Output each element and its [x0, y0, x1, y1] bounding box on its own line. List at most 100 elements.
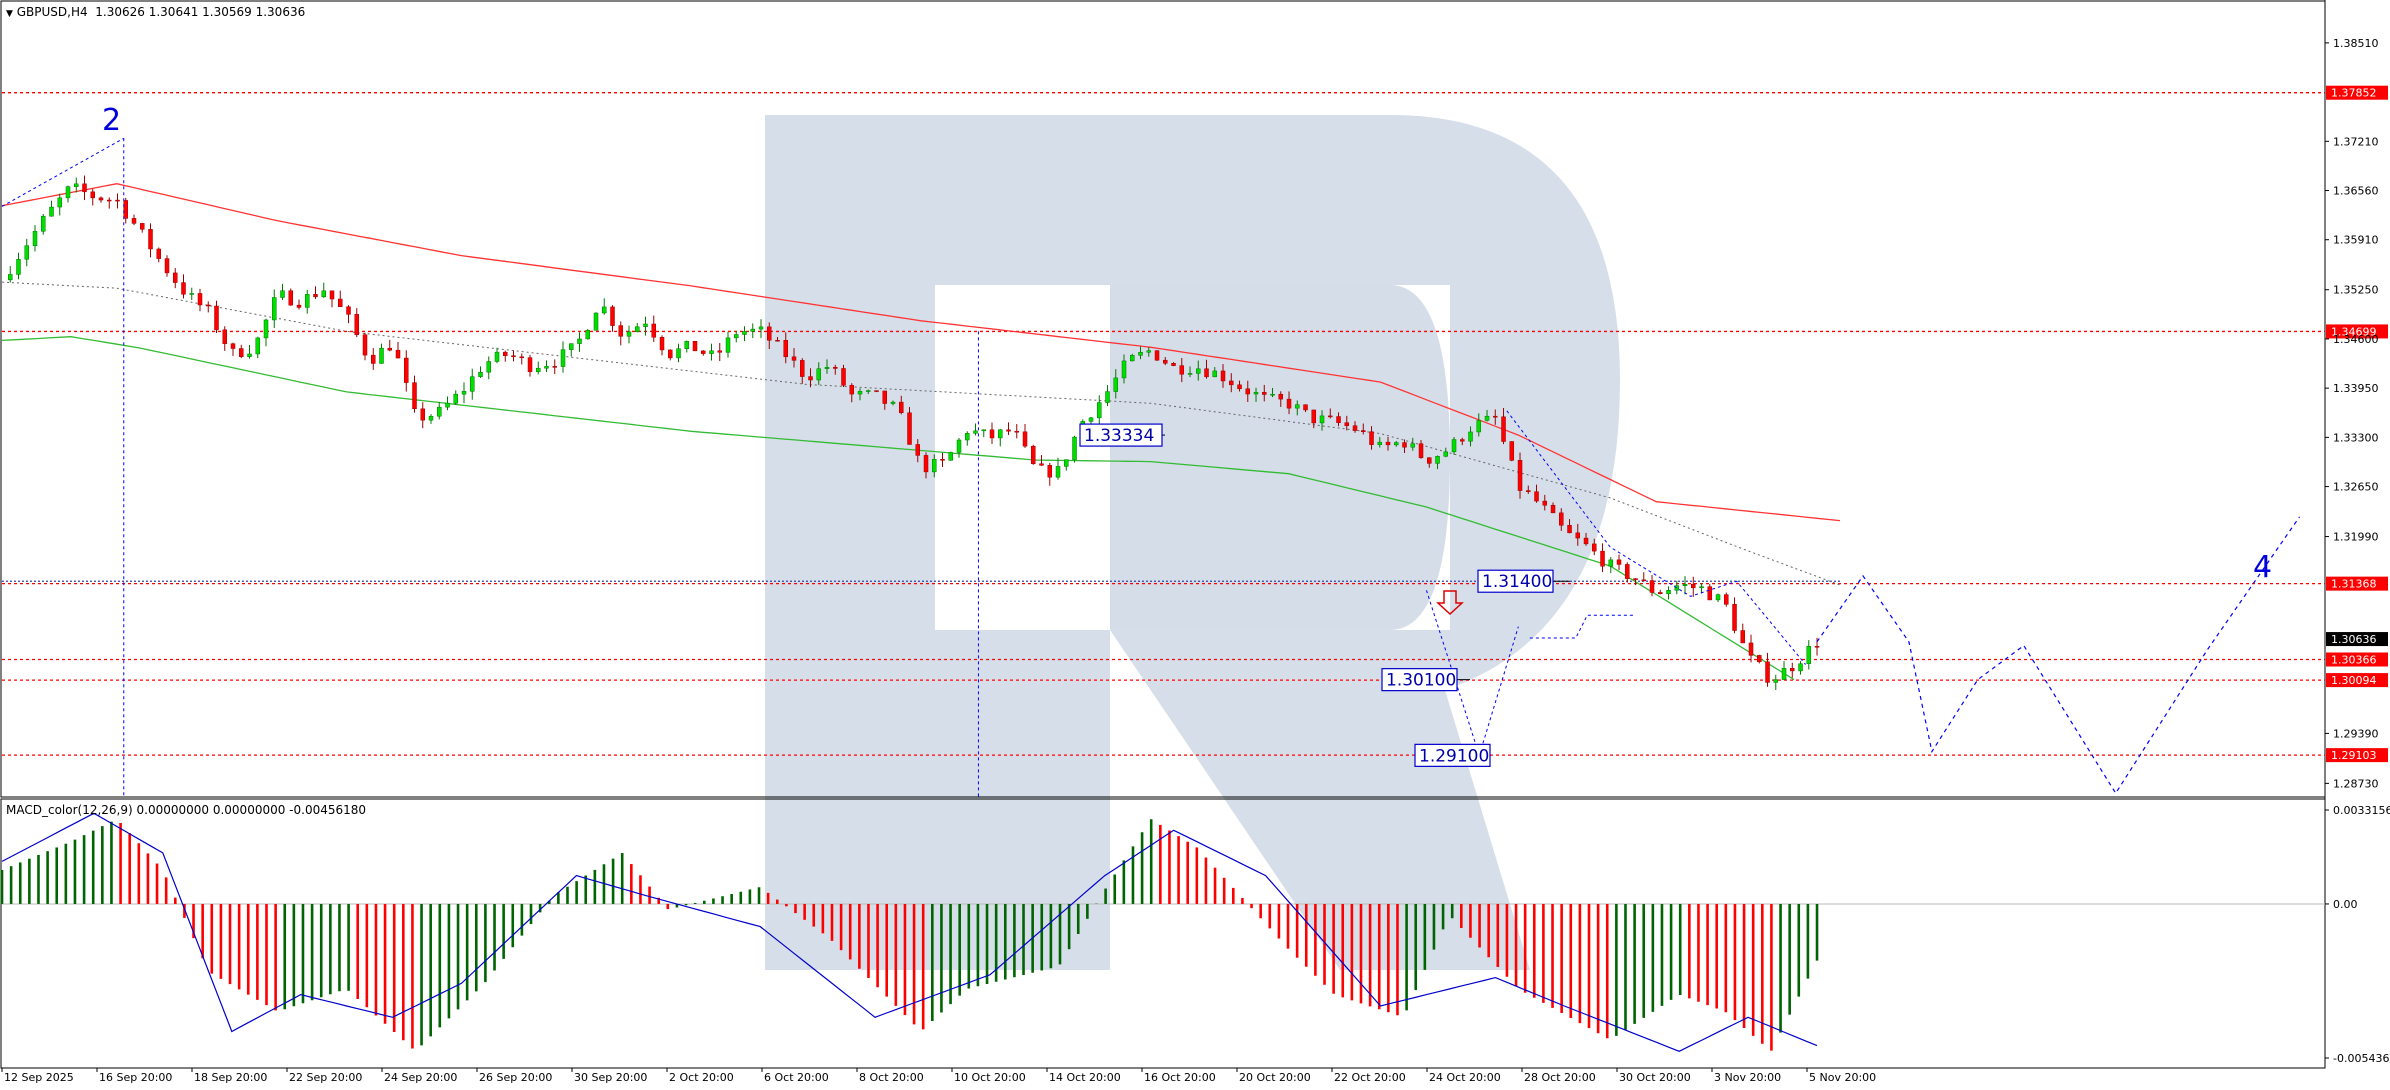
candle-body — [1138, 352, 1143, 356]
candle-body — [1212, 370, 1218, 378]
candle-body — [1493, 415, 1498, 418]
price-box-label: 1.30100 — [1386, 671, 1456, 691]
candle-body — [857, 391, 863, 395]
candle-body — [222, 329, 228, 344]
level-tag — [2326, 85, 2388, 100]
candle-body — [626, 331, 632, 337]
candle-body — [173, 272, 178, 283]
x-tick-label: 18 Sep 20:00 — [194, 1071, 267, 1084]
candle-body — [1509, 441, 1515, 461]
candle-body — [1055, 466, 1061, 478]
candle-body — [395, 349, 401, 359]
candle-body — [362, 334, 368, 356]
y-tick-label: 1.38510 — [2333, 37, 2379, 50]
price-box-label: 1.29100 — [1419, 746, 1489, 766]
candle-body — [725, 337, 731, 353]
y-tick-label: 1.33300 — [2333, 431, 2379, 444]
candle-body — [1270, 393, 1275, 396]
candle-body — [1245, 388, 1251, 395]
candle-body — [783, 340, 789, 358]
menu-triangle-icon[interactable]: ▼ — [6, 9, 13, 19]
candle-body — [948, 452, 954, 461]
candle-body — [148, 229, 153, 250]
y-tick-label: 1.36560 — [2333, 185, 2379, 198]
candle-body — [1517, 460, 1523, 491]
candle-body — [156, 248, 162, 259]
candle-body — [57, 197, 63, 208]
candle-body — [387, 347, 393, 351]
candle-body — [701, 350, 706, 354]
axes: 1.38510 1.37210 1.36560 1.35910 1.35250 1.346… — [1, 37, 2390, 1084]
candle-body — [1237, 384, 1242, 390]
x-tick-label: 26 Sep 20:00 — [479, 1071, 552, 1084]
candle-body — [1385, 441, 1391, 446]
candle-body — [1311, 409, 1317, 424]
candle-body — [1361, 430, 1366, 432]
candle-body — [437, 406, 442, 417]
candle-body — [1674, 585, 1680, 591]
y-tick-label: 1.28730 — [2333, 777, 2379, 790]
candle-body — [371, 354, 376, 364]
level-label: 1.30094 — [2331, 674, 2377, 687]
candle-body — [1369, 431, 1374, 445]
candle-body — [140, 223, 145, 230]
candle-body — [1608, 559, 1614, 567]
candle-body — [998, 429, 1003, 439]
candle-body — [32, 231, 38, 246]
candle-body — [750, 328, 756, 332]
candle-body — [247, 353, 252, 357]
candle-body — [1781, 668, 1787, 680]
candle-body — [189, 293, 195, 295]
price-levels: 1.37852 1.34699 1.31368 1.30366 1.30094 1.291… — [2, 85, 2388, 763]
candle-body — [1814, 646, 1820, 648]
candle-body — [651, 323, 657, 338]
candle-body — [841, 368, 846, 386]
candle-body — [1220, 370, 1226, 382]
candle-body — [1418, 443, 1424, 458]
y-tick-label: 1.29390 — [2333, 727, 2379, 740]
candle-body — [907, 412, 912, 445]
candle-body — [1798, 663, 1803, 672]
candle-body — [1319, 415, 1325, 424]
candle-body — [65, 186, 71, 199]
candle-body — [618, 325, 624, 337]
candle-body — [445, 402, 450, 408]
candle-body — [1757, 655, 1762, 663]
candle-body — [1179, 365, 1185, 375]
candle-body — [470, 376, 475, 392]
ohlc-readout: 1.30626 1.30641 1.30569 1.30636 — [95, 5, 306, 19]
price-box-label: 1.33334 — [1084, 426, 1154, 446]
x-tick-label: 16 Oct 20:00 — [1144, 1071, 1216, 1084]
price-box — [1477, 569, 1554, 593]
candle-body — [1600, 550, 1605, 567]
candle-body — [1039, 463, 1044, 466]
level-tag — [2326, 576, 2388, 591]
candle-body — [1715, 594, 1721, 601]
candle-body — [1451, 439, 1457, 453]
candle-body — [296, 304, 302, 308]
watermark-r-bowl — [1110, 285, 1450, 630]
candle-body — [313, 294, 318, 298]
candle-body — [107, 199, 112, 202]
price-box-label: 1.31400 — [1482, 572, 1552, 592]
candle-body — [709, 350, 714, 354]
candle-body — [899, 401, 904, 414]
candle-body — [1691, 584, 1696, 589]
candle-body — [494, 351, 500, 362]
candle-body — [1303, 404, 1308, 411]
candle-body — [874, 390, 879, 392]
y-tick-label: 1.32650 — [2333, 481, 2379, 494]
candle-body — [404, 357, 409, 383]
down-arrow-icon — [1436, 590, 1464, 616]
forecast-line — [1816, 516, 2300, 795]
candle-body — [1625, 564, 1630, 579]
candle-body — [1740, 630, 1746, 644]
candle-body — [1592, 543, 1597, 552]
candle-body — [1699, 586, 1704, 589]
candle-body — [338, 298, 343, 308]
candle-body — [1707, 586, 1713, 601]
candle-body — [866, 390, 871, 392]
candle-body — [1542, 500, 1548, 506]
